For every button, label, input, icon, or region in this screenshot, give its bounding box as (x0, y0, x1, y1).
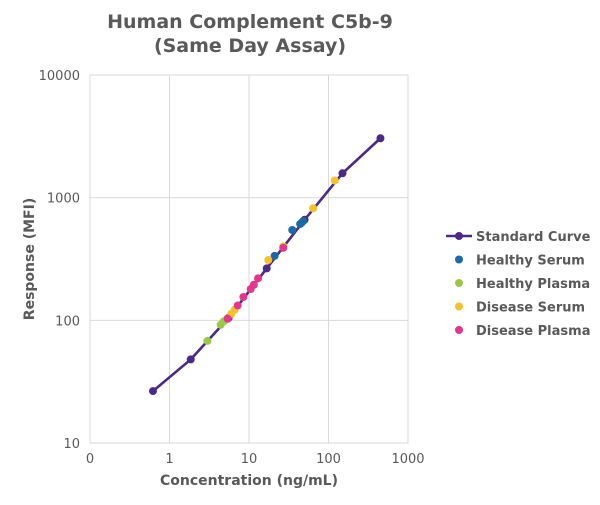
healthy-plasma-point (203, 336, 212, 345)
x-tick-label: 10 (241, 452, 258, 467)
chart-title: Human Complement C5b-9 (Same Day Assay) (90, 10, 410, 58)
disease-plasma-point (239, 292, 248, 301)
healthy-serum-point (270, 251, 279, 260)
y-axis-title: Response (MFI) (22, 198, 38, 320)
standard-curve-point (186, 355, 195, 364)
disease-serum-point (330, 176, 339, 185)
x-tick-label: 1000 (391, 452, 424, 467)
disease-plasma-point (279, 243, 288, 252)
healthy-serum-point (288, 226, 297, 235)
x-axis-title: Concentration (ng/mL) (160, 473, 338, 489)
legend-marker-disease-plasma (455, 326, 463, 334)
y-tick-label: 10000 (39, 69, 80, 84)
legend-marker-healthy-plasma (455, 279, 463, 287)
healthy-serum-point (299, 217, 308, 226)
x-tick-label: 1 (165, 452, 173, 467)
disease-plasma-point (249, 280, 258, 289)
disease-plasma-point (254, 274, 263, 283)
standard-curve-point (376, 134, 385, 143)
y-tick-label: 100 (55, 314, 80, 329)
standard-curve-point (148, 387, 157, 396)
disease-serum-point (264, 256, 273, 265)
legend-label-disease-serum: Disease Serum (476, 301, 585, 316)
disease-serum-point (309, 204, 318, 213)
legend-marker-healthy-serum (455, 255, 463, 264)
standard-curve-point (338, 169, 347, 178)
standard-curve-point (262, 264, 271, 273)
chart-subtitle: (Same Day Assay) (153, 35, 347, 57)
disease-plasma-point (223, 314, 232, 323)
x-tick-label: 100 (316, 452, 341, 467)
y-tick-label: 10 (63, 437, 80, 452)
legend-marker-standard-curve (455, 232, 463, 240)
legend-marker-disease-serum (455, 302, 463, 311)
x-tick-label: 0 (86, 452, 94, 467)
legend-label-disease-plasma: Disease Plasma (476, 324, 590, 339)
legend-label-standard-curve: Standard Curve (476, 230, 591, 245)
y-tick-label: 1000 (47, 192, 80, 207)
legend-label-healthy-plasma: Healthy Plasma (476, 277, 590, 292)
disease-plasma-point (233, 301, 242, 310)
chart-title-main: Human Complement C5b-9 (107, 11, 393, 33)
legend-label-healthy-serum: Healthy Serum (476, 254, 585, 269)
